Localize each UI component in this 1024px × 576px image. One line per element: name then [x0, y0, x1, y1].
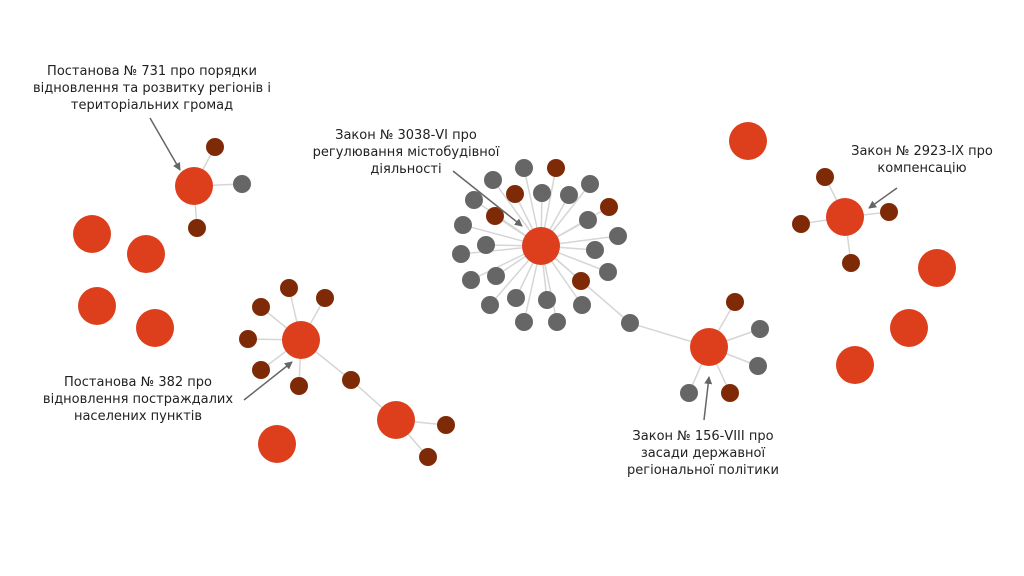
leaf-node — [609, 227, 627, 245]
leaf-node — [252, 298, 270, 316]
hub-node — [377, 401, 415, 439]
leaf-node — [680, 384, 698, 402]
leaf-node — [533, 184, 551, 202]
leaf-node — [880, 203, 898, 221]
leaf-node — [486, 207, 504, 225]
leaf-node — [206, 138, 224, 156]
leaf-node — [487, 267, 505, 285]
isolated-node — [729, 122, 767, 160]
leaf-node — [726, 293, 744, 311]
leaf-node — [462, 271, 480, 289]
isolated-node — [890, 309, 928, 347]
annotation-arrows-layer — [149, 117, 898, 421]
leaf-node — [751, 320, 769, 338]
leaf-node — [579, 211, 597, 229]
leaf-node — [572, 272, 590, 290]
arrow-postanova-731 — [149, 117, 181, 171]
leaf-node — [477, 236, 495, 254]
arrow-postanova-382 — [243, 361, 293, 401]
leaf-node — [586, 241, 604, 259]
bridge-node — [621, 314, 639, 332]
leaf-node — [560, 186, 578, 204]
hub-node-zakon-156 — [690, 328, 728, 366]
leaf-node — [547, 159, 565, 177]
annotation-zakon-156: Закон № 156-VIII про засади державної ре… — [627, 429, 779, 478]
hub-node-postanova-382 — [282, 321, 320, 359]
leaf-node — [280, 279, 298, 297]
isolated-node — [918, 249, 956, 287]
arrow-zakon-156 — [703, 376, 713, 421]
nodes-layer — [73, 122, 956, 466]
leaf-node — [573, 296, 591, 314]
leaf-node — [538, 291, 556, 309]
leaf-node — [515, 313, 533, 331]
hub-node-zakon-3038 — [522, 227, 560, 265]
isolated-node — [78, 287, 116, 325]
leaf-node — [842, 254, 860, 272]
annotation-zakon-2923: Закон № 2923-IX про компенсацію — [851, 144, 993, 176]
leaf-node — [452, 245, 470, 263]
leaf-node — [290, 377, 308, 395]
annotation-postanova-382: Постанова № 382 про відновлення постражд… — [42, 375, 234, 424]
leaf-node — [749, 357, 767, 375]
isolated-node — [258, 425, 296, 463]
leaf-node — [600, 198, 618, 216]
leaf-node — [581, 175, 599, 193]
leaf-node — [792, 215, 810, 233]
leaf-node — [507, 289, 525, 307]
leaf-node — [515, 159, 533, 177]
isolated-node — [127, 235, 165, 273]
leaf-node — [721, 384, 739, 402]
isolated-node — [136, 309, 174, 347]
leaf-node — [252, 361, 270, 379]
leaf-node — [481, 296, 499, 314]
leaf-node — [437, 416, 455, 434]
hub-node-zakon-2923 — [826, 198, 864, 236]
leaf-node — [239, 330, 257, 348]
annotation-zakon-3038: Закон № 3038-VI про регулювання містобуд… — [312, 128, 500, 177]
hub-node-postanova-731 — [175, 167, 213, 205]
leaf-node — [816, 168, 834, 186]
leaf-node — [599, 263, 617, 281]
arrow-zakon-2923 — [868, 187, 898, 209]
leaf-node — [506, 185, 524, 203]
isolated-node — [73, 215, 111, 253]
leaf-node — [419, 448, 437, 466]
isolated-node — [836, 346, 874, 384]
leaf-node — [484, 171, 502, 189]
leaf-node — [188, 219, 206, 237]
leaf-node — [548, 313, 566, 331]
arrow-zakon-3038 — [452, 170, 523, 227]
leaf-node — [233, 175, 251, 193]
leaf-node — [465, 191, 483, 209]
leaf-node — [454, 216, 472, 234]
leaf-node — [316, 289, 334, 307]
bridge-node — [342, 371, 360, 389]
annotation-postanova-731: Постанова № 731 про порядки відновлення … — [33, 64, 271, 113]
